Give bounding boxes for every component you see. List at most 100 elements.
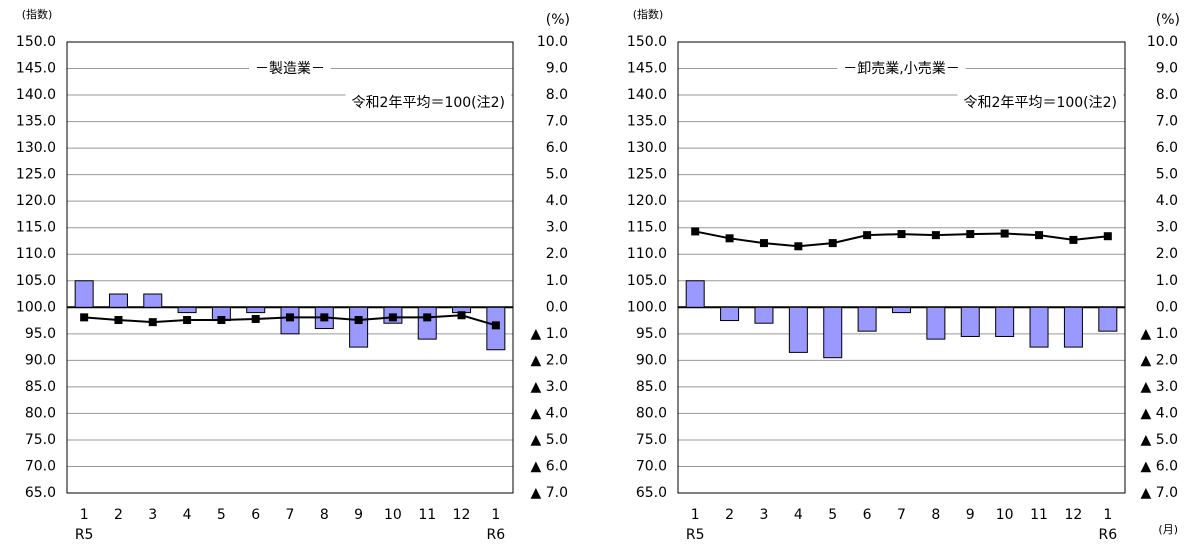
y2-tick-label: 6.0 xyxy=(1156,140,1178,156)
x-tick-label: 12 xyxy=(453,507,471,523)
bar xyxy=(1029,306,1049,348)
marker xyxy=(931,231,940,240)
marker xyxy=(286,313,294,322)
y2-tick-label: 8.0 xyxy=(1156,87,1178,103)
marker xyxy=(1103,232,1112,241)
bar xyxy=(417,306,437,340)
x-tick-label: 10 xyxy=(996,507,1014,523)
y-tick-label: 85.0 xyxy=(636,379,667,395)
marker xyxy=(491,321,500,330)
x-tick-label: 2 xyxy=(725,507,734,523)
x-tick-label: 11 xyxy=(1030,507,1048,523)
x-tick-label: 9 xyxy=(966,507,975,523)
y2-tick-label: ▲ 1.0 xyxy=(531,326,568,342)
y2-tick-label: 0.0 xyxy=(546,299,568,315)
y-tick-label: 125.0 xyxy=(627,167,667,183)
bar xyxy=(685,280,705,308)
marker xyxy=(148,318,157,327)
x-tick-label: 5 xyxy=(217,507,226,523)
x-tick-label: 12 xyxy=(1065,507,1083,523)
y-tick-label: 140.0 xyxy=(627,87,667,103)
y-tick-label: 115.0 xyxy=(16,220,56,236)
marker xyxy=(217,316,226,325)
y-tick-label: 125.0 xyxy=(16,167,56,183)
y2-tick-label: 2.0 xyxy=(1156,246,1178,262)
y-tick-label: 80.0 xyxy=(25,405,56,421)
y2-tick-label: ▲ 4.0 xyxy=(1141,405,1178,421)
y-tick-label: 120.0 xyxy=(627,193,667,209)
y2-tick-label: ▲ 3.0 xyxy=(531,379,568,395)
note-bg xyxy=(345,93,511,113)
y-tick-label: 75.0 xyxy=(636,432,667,448)
bar xyxy=(823,306,843,359)
y2-tick-label: ▲ 5.0 xyxy=(531,432,568,448)
y-tick-label: 70.0 xyxy=(636,458,667,474)
y-axis-label: (指数) xyxy=(633,7,664,21)
y-tick-label: 150.0 xyxy=(627,34,667,50)
y-axis-label: (指数) xyxy=(22,7,53,21)
y-tick-label: 85.0 xyxy=(25,379,56,395)
y2-tick-label: ▲ 6.0 xyxy=(531,458,568,474)
y-tick-label: 75.0 xyxy=(25,432,56,448)
x-tick-label: 9 xyxy=(354,507,363,523)
y2-tick-label: 4.0 xyxy=(546,193,568,209)
marker xyxy=(423,313,432,322)
panel-title: －卸売業,小売業－ xyxy=(843,61,959,77)
x-tick-label: 8 xyxy=(320,507,329,523)
y-tick-label: 95.0 xyxy=(636,326,667,342)
x-tick-label: 2 xyxy=(114,507,123,523)
bar xyxy=(177,306,197,314)
x-tick-label: 1 xyxy=(80,507,89,523)
x-group-label: R5 xyxy=(686,527,705,543)
marker xyxy=(183,316,192,325)
note-bg xyxy=(957,93,1123,113)
bar xyxy=(1063,306,1083,348)
y-tick-label: 140.0 xyxy=(16,87,56,103)
y2-tick-label: ▲ 7.0 xyxy=(1141,485,1178,501)
marker xyxy=(388,313,397,322)
panel-title-bg xyxy=(249,59,331,79)
y-tick-label: 110.0 xyxy=(16,246,56,262)
x-tick-label: 8 xyxy=(931,507,940,523)
y-tick-label: 110.0 xyxy=(627,246,667,262)
bar xyxy=(995,306,1015,337)
marker xyxy=(828,239,837,248)
bar xyxy=(720,306,740,322)
x-group-label: R5 xyxy=(75,527,94,543)
y2-tick-label: 5.0 xyxy=(546,167,568,183)
panel: 65.070.075.080.085.090.095.0100.0105.011… xyxy=(16,7,570,543)
marker xyxy=(691,227,700,236)
y-tick-label: 105.0 xyxy=(627,273,667,289)
x-tick-label: 6 xyxy=(863,507,872,523)
panel: 65.070.075.080.085.090.095.0100.0105.011… xyxy=(627,7,1180,543)
y-tick-label: 90.0 xyxy=(636,352,667,368)
y2-tick-label: 4.0 xyxy=(1156,193,1178,209)
y2-axis-label: (%) xyxy=(1156,12,1180,28)
y-tick-label: 105.0 xyxy=(16,273,56,289)
y2-tick-label: 2.0 xyxy=(546,246,568,262)
y-tick-label: 145.0 xyxy=(627,61,667,77)
y2-tick-label: 1.0 xyxy=(546,273,568,289)
bar xyxy=(108,293,128,308)
y2-tick-label: 3.0 xyxy=(1156,220,1178,236)
marker xyxy=(863,231,872,240)
y2-tick-label: 7.0 xyxy=(546,114,568,130)
y-tick-label: 135.0 xyxy=(627,114,667,130)
y-tick-label: 100.0 xyxy=(16,299,56,315)
y-tick-label: 135.0 xyxy=(16,114,56,130)
y2-tick-label: ▲ 4.0 xyxy=(531,405,568,421)
marker xyxy=(1035,231,1044,240)
x-tick-label: 4 xyxy=(183,507,192,523)
panel-title: －製造業－ xyxy=(255,61,325,77)
marker xyxy=(759,239,768,248)
marker xyxy=(457,311,466,320)
bar xyxy=(926,306,946,340)
marker xyxy=(251,314,260,323)
plot-frame xyxy=(677,41,1126,494)
bar xyxy=(74,280,94,308)
y2-tick-label: 10.0 xyxy=(1147,34,1178,50)
x-tick-label: 7 xyxy=(286,507,295,523)
y-tick-label: 115.0 xyxy=(627,220,667,236)
panel-title-bg xyxy=(837,59,966,79)
